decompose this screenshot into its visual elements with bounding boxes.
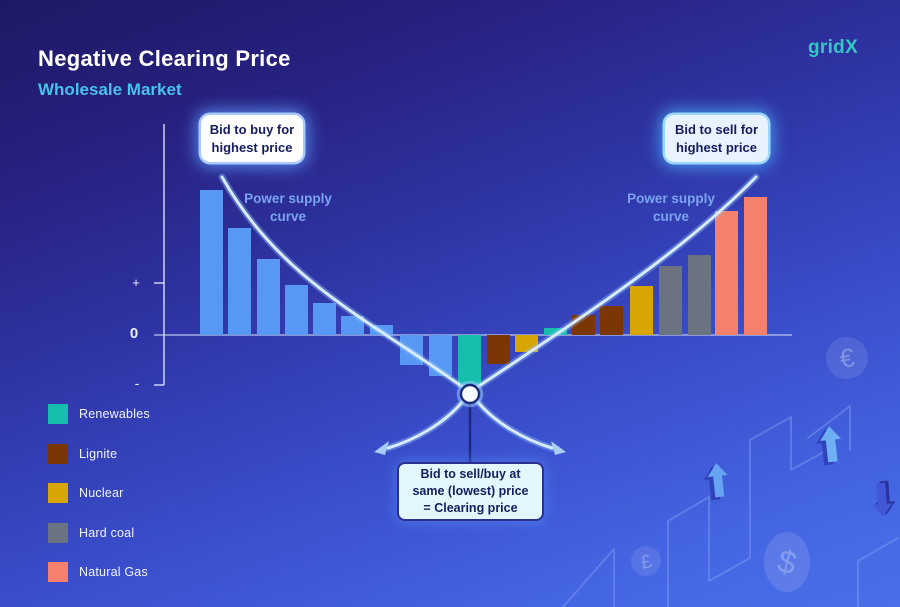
gridx-logo: gridX (808, 37, 859, 58)
dollar-coin-icon (764, 532, 810, 592)
coin-decorations: € £ $ (631, 337, 868, 592)
page-title: Negative Clearing Price (38, 46, 291, 71)
bar-buy (429, 335, 452, 376)
pound-coin-icon (631, 546, 661, 576)
y-axis-minus-label: - (134, 375, 140, 391)
bar-buy (228, 228, 251, 335)
up-arrow-icon (707, 463, 728, 498)
bar-buy (200, 190, 223, 335)
legend-label: Nuclear (79, 486, 124, 500)
left-arrowhead-icon (374, 441, 389, 455)
up-arrow-icon (820, 426, 842, 463)
callout-line-bold: = Clearing price (423, 500, 518, 515)
clearing-price-callout: Bid to sell/buy at same (lowest) price =… (397, 462, 544, 521)
callout-line: Bid to sell/buy at (420, 467, 521, 482)
lignite-swatch-icon (48, 443, 68, 464)
natural-gas-swatch-icon (48, 562, 68, 582)
legend-label: Hard coal (79, 525, 135, 540)
clearing-point-marker (459, 383, 481, 405)
pound-icon: £ (639, 551, 654, 574)
supply-curves (220, 175, 758, 450)
bar-buy (285, 285, 308, 335)
euro-coin-icon (826, 337, 868, 379)
bar-nuclear (630, 286, 653, 335)
sell-side-curve (474, 175, 758, 390)
bar-natural_gas (744, 197, 767, 335)
right-tail (475, 399, 554, 450)
bar-renewables (458, 335, 481, 387)
legend-item-natural-gas: Natural Gas (48, 562, 150, 582)
clearing-point-glow (456, 380, 484, 408)
legend-label: Natural Gas (79, 565, 148, 579)
nuclear-swatch-icon (48, 483, 68, 503)
power-supply-curve-label-left: Power supply curve (228, 190, 348, 225)
legend-item-nuclear: Nuclear (48, 483, 150, 503)
curve-label-line: Power supply (244, 191, 332, 206)
bar-buy (370, 325, 393, 335)
bid-to-sell-callout: Bid to sell for highest price (665, 115, 768, 162)
bar-buy (341, 316, 364, 335)
curve-label-line: Power supply (627, 191, 715, 206)
curve-label-line: curve (652, 208, 690, 224)
bar-hard_coal (659, 266, 682, 335)
bar-lignite (600, 306, 623, 335)
hard-coal-swatch-icon (48, 522, 68, 543)
bar-lignite (487, 335, 510, 364)
legend: Renewables Lignite Nuclear Hard coal Nat… (48, 404, 150, 582)
buy-side-curve (220, 175, 466, 390)
euro-icon: € (837, 342, 857, 374)
legend-label: Lignite (79, 446, 118, 461)
staircase-decoration (562, 405, 899, 607)
callout-line: same (lowest) price (412, 484, 529, 499)
callout-line: Bid to buy for (209, 122, 295, 138)
y-axis-plus-label: + (132, 275, 140, 290)
callout-line: highest price (676, 139, 757, 155)
callout-line: highest price (211, 139, 293, 155)
bid-to-buy-callout: Bid to buy for highest price (201, 115, 303, 162)
bar-natural_gas (715, 211, 738, 335)
legend-label: Renewables (79, 407, 150, 421)
down-arrow-icon (872, 482, 893, 517)
legend-item-renewables: Renewables (48, 404, 150, 424)
bar-buy (257, 259, 280, 335)
legend-item-hard-coal: Hard coal (48, 522, 150, 543)
renewables-swatch-icon (48, 404, 68, 424)
y-axis-zero-label: 0 (129, 325, 139, 342)
tail-arrowheads (374, 441, 566, 455)
right-arrowhead-icon (551, 441, 566, 455)
trend-arrows (703, 426, 896, 517)
bar-renewables (544, 328, 567, 335)
page-subtitle: Wholesale Market (38, 80, 182, 99)
curve-label-line: curve (269, 208, 307, 224)
legend-item-lignite: Lignite (48, 443, 150, 464)
bar-nuclear (515, 335, 538, 352)
power-supply-curve-label-right: Power supply curve (611, 190, 731, 225)
bar-hard_coal (688, 255, 711, 335)
bar-buy (313, 303, 336, 335)
left-tail (386, 399, 465, 450)
callout-line: Bid to sell for (674, 122, 759, 138)
